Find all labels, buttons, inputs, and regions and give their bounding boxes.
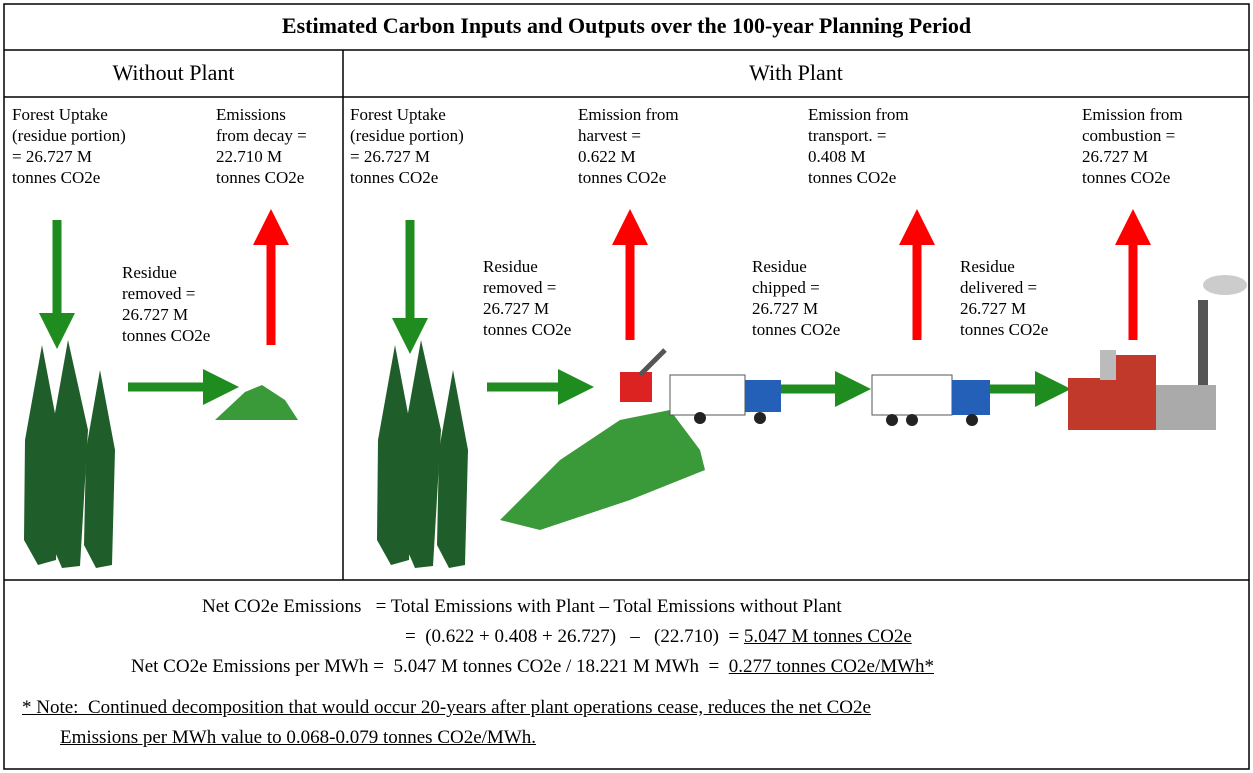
summary-text: = (0.622 + 0.408 + 26.727) – (22.710) =: [405, 626, 744, 647]
label-line: removed =: [122, 283, 210, 304]
label-line: tonnes CO2e: [483, 319, 571, 340]
label-line: transport. =: [808, 125, 909, 146]
label-line: delivered =: [960, 277, 1048, 298]
label-line: chipped =: [752, 277, 840, 298]
panel-heading: With Plant: [343, 60, 1249, 86]
label-line: tonnes CO2e: [216, 167, 307, 188]
truck: [872, 375, 990, 426]
summary-line: Net CO2e Emissions per MWh = 5.047 M ton…: [131, 656, 934, 678]
label-line: tonnes CO2e: [808, 167, 909, 188]
panel-heading: Without Plant: [4, 60, 343, 86]
label-line: harvest =: [578, 125, 679, 146]
label-line: 26.727 M: [1082, 146, 1183, 167]
title: Estimated Carbon Inputs and Outputs over…: [4, 13, 1249, 39]
summary-result: 5.047 M tonnes CO2e: [744, 626, 912, 647]
power-plant: [1068, 275, 1247, 430]
label-line: (residue portion): [350, 125, 464, 146]
summary-line: Net CO2e Emissions = Total Emissions wit…: [202, 596, 842, 618]
label-line: tonnes CO2e: [960, 319, 1048, 340]
label-line: 0.408 M: [808, 146, 909, 167]
label-line: Residue: [483, 256, 571, 277]
label-line: tonnes CO2e: [752, 319, 840, 340]
label-line: removed =: [483, 277, 571, 298]
label-line: from decay =: [216, 125, 307, 146]
label-line: Residue: [960, 256, 1048, 277]
label-line: Emissions: [216, 104, 307, 125]
label-line: tonnes CO2e: [12, 167, 126, 188]
summary-result: 0.277 tonnes CO2e/MWh*: [729, 656, 934, 677]
flow-label: Forest Uptake(residue portion)= 26.727 M…: [350, 104, 464, 188]
label-line: tonnes CO2e: [578, 167, 679, 188]
label-line: 0.622 M: [578, 146, 679, 167]
label-line: Emission from: [1082, 104, 1183, 125]
label-line: Residue: [122, 262, 210, 283]
flow-label: Forest Uptake(residue portion)= 26.727 M…: [12, 104, 126, 188]
label-line: = 26.727 M: [12, 146, 126, 167]
label-line: = 26.727 M: [350, 146, 464, 167]
label-line: Residue: [752, 256, 840, 277]
summary-text: Net CO2e Emissions per MWh = 5.047 M ton…: [131, 656, 729, 677]
label-line: (residue portion): [12, 125, 126, 146]
label-line: 26.727 M: [960, 298, 1048, 319]
trees: [24, 340, 468, 568]
label-line: 26.727 M: [752, 298, 840, 319]
note: Emissions per MWh value to 0.068-0.079 t…: [60, 727, 536, 749]
label-line: combustion =: [1082, 125, 1183, 146]
label-line: Emission from: [578, 104, 679, 125]
label-line: tonnes CO2e: [122, 325, 210, 346]
label-line: tonnes CO2e: [350, 167, 464, 188]
label-line: 26.727 M: [122, 304, 210, 325]
summary-line: = (0.622 + 0.408 + 26.727) – (22.710) = …: [405, 626, 912, 648]
note: * Note: Continued decomposition that wou…: [22, 697, 871, 719]
page: Estimated Carbon Inputs and Outputs over…: [0, 0, 1253, 773]
label-line: 22.710 M: [216, 146, 307, 167]
label-line: tonnes CO2e: [1082, 167, 1183, 188]
harvester-truck: [620, 350, 781, 424]
label-line: 26.727 M: [483, 298, 571, 319]
label-line: Emission from: [808, 104, 909, 125]
label-line: Forest Uptake: [12, 104, 126, 125]
label-line: Forest Uptake: [350, 104, 464, 125]
